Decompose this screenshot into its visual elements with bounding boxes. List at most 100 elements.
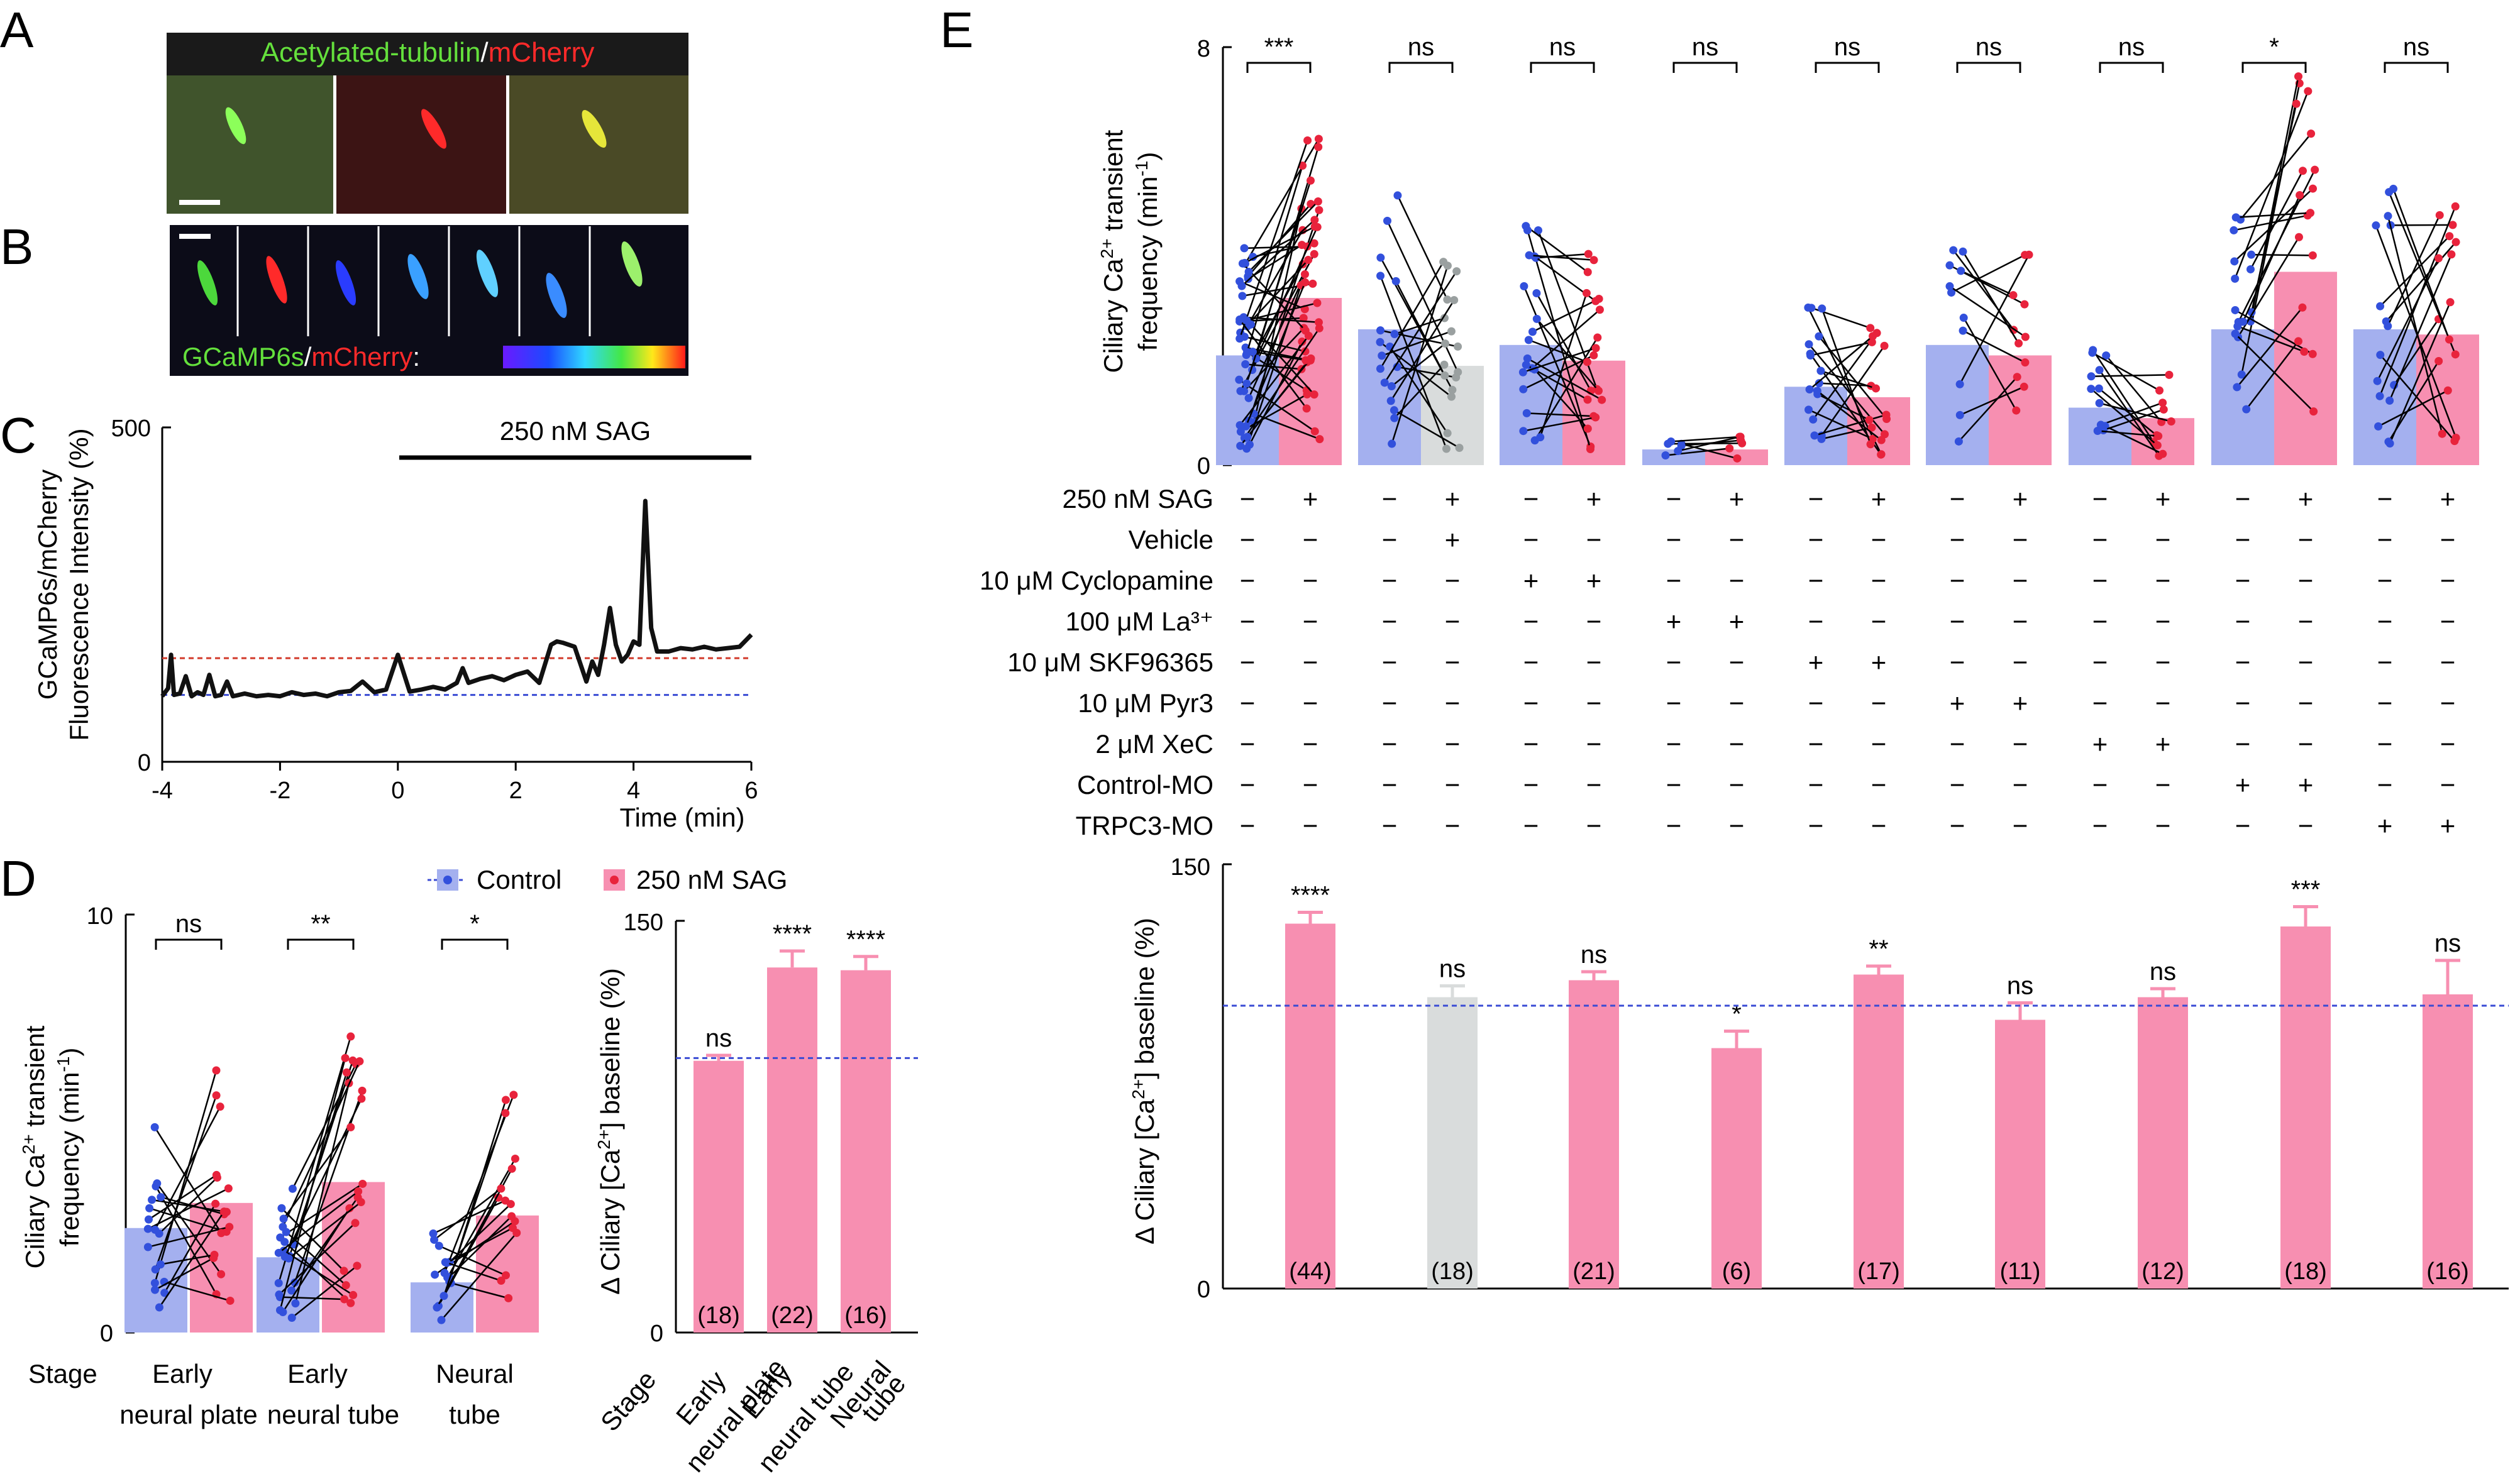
control-point [1242,379,1251,388]
pair-line [1241,219,1315,287]
sag-point [502,1271,511,1280]
treatment-cell: + [2298,770,2314,800]
sag-point [1582,289,1591,297]
treatment-cell: − [2235,729,2251,759]
treatment-cell: − [2155,607,2171,636]
sig-label-e6: ns [2118,33,2145,61]
treatment-cell: − [1240,566,1256,595]
pair-line [154,1126,222,1234]
e-lower-n-3: (6) [1722,1258,1751,1285]
treatment-cell: − [1666,770,1682,800]
pair-line [1534,368,1589,429]
pair-line [288,1201,362,1260]
treatment-cell: − [2013,607,2028,636]
treatment-cell: + [1950,688,1965,718]
control-point [1816,366,1825,375]
sag-point [1443,295,1452,304]
pair-line [148,1226,230,1248]
sag-point [2012,406,2021,415]
control-point [1391,277,1400,285]
treatment-cell: − [1666,647,1682,677]
control-point [1249,253,1257,261]
pair-line [2387,214,2441,327]
pair-line [1523,416,1596,432]
control-point [288,1184,297,1193]
sag-point [1593,333,1602,342]
e-lower-n-2: (21) [1572,1258,1615,1285]
pair-line [2092,352,2160,392]
pair-line [1395,280,1445,376]
control-point [1235,334,1244,343]
treatment-cell: − [1303,525,1318,554]
e-lower-n-8: (16) [2426,1258,2469,1285]
control-point [1674,446,1683,455]
control-point [287,1313,296,1322]
control-point [1804,405,1813,414]
treatment-cell: − [1445,688,1461,718]
sag-point [1443,429,1452,437]
treatment-cell: − [1523,647,1539,677]
treatment-cell: + [1666,607,1682,636]
panel-c-ytick-label: 500 [111,415,151,442]
sag-point [509,1091,518,1099]
panel-c-xlabel: Time (min) [619,803,744,832]
sag-point [1299,314,1308,322]
pair-line [1244,226,1315,264]
treatment-label-2: 10 μM Cyclopamine [980,566,1213,595]
pair-line [1959,254,2030,385]
sag-point [507,1212,516,1221]
treatment-cell: − [2377,729,2393,759]
control-point [151,1225,160,1234]
e-lower-bar-8 [2423,994,2473,1289]
sag-point [358,1179,367,1188]
control-point [1237,282,1246,290]
pair-line [1950,254,2026,294]
pair-line [1522,347,1596,373]
sag-point [226,1296,235,1305]
pair-line [1959,386,2025,416]
sag-point [1447,327,1456,336]
sag-point [2013,373,2021,382]
pair-line [1396,195,1448,300]
control-point [1378,351,1386,360]
control-point [1536,433,1545,442]
control-bar-d1 [257,1257,319,1333]
sag-point [341,1053,350,1062]
sag-point [1301,347,1310,356]
sag-point [2158,449,2167,458]
pair-line [155,1185,218,1295]
sag-point [1447,392,1456,401]
control-point [150,1278,159,1287]
sag-point [1304,255,1313,264]
sag-point [1448,385,1457,394]
control-point [2384,437,2393,446]
treatment-cell: − [2092,647,2108,677]
treatment-cell: − [1240,729,1256,759]
sag-point [2447,250,2456,259]
sag-point [2445,335,2453,344]
sag-point [1583,358,1591,366]
treatment-label-3: 100 μM La³⁺ [1066,607,1213,636]
pair-line [158,1177,218,1234]
pair-line [1247,244,1303,280]
pair-line [2387,360,2440,442]
control-point [2375,392,2384,400]
sag-point [1314,318,1323,327]
sag-point [216,1102,224,1111]
sag-point [2298,167,2307,175]
treatment-cell: − [2155,770,2171,800]
treatment-cell: − [1240,647,1256,677]
control-point [2376,351,2385,360]
pair-line [1393,409,1460,449]
sag-point [2309,407,2318,416]
pair-line [2103,409,2164,431]
control-point [144,1215,153,1224]
treatment-cell: − [2440,525,2456,554]
treatment-cell: − [2235,525,2251,554]
e-lower-sig-1: ns [1439,955,1466,983]
pair-line [2233,214,2308,231]
sag-point [1441,339,1450,348]
e-lower-bar-1 [1427,997,1478,1289]
sag-point [501,1109,510,1118]
control-point [155,1303,163,1312]
